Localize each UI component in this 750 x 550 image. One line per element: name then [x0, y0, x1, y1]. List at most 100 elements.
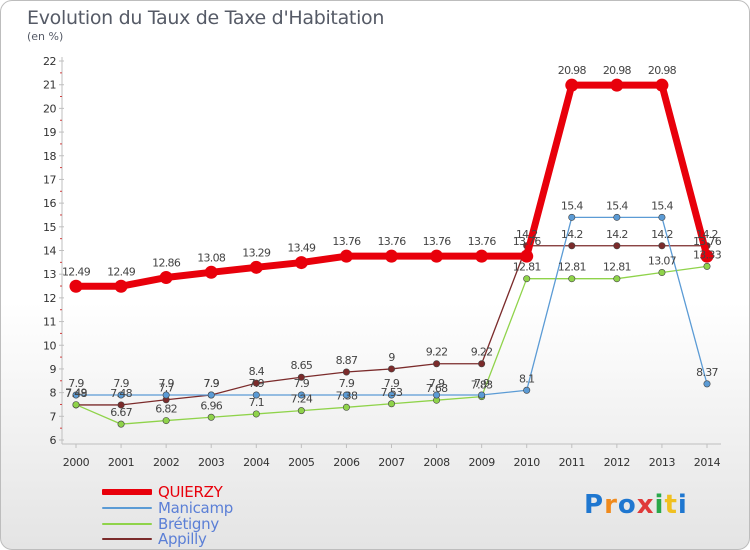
data-label: 6.96: [200, 399, 222, 412]
logo-letter: P: [584, 490, 605, 520]
data-label: 12.81: [603, 261, 631, 274]
data-point: [342, 368, 350, 376]
data-point: [252, 379, 260, 387]
data-label: 7.9: [339, 377, 355, 390]
data-point: [658, 242, 666, 250]
x-tick-label: 2005: [288, 456, 315, 469]
series-lines: [69, 78, 714, 428]
data-point: [478, 391, 486, 399]
data-point: [655, 78, 669, 92]
data-label: 7.68: [426, 382, 448, 395]
data-label: 20.98: [603, 64, 632, 77]
x-tick-label: 2007: [378, 456, 405, 469]
data-label: 13.49: [287, 242, 316, 255]
data-point: [297, 373, 305, 381]
data-point: [613, 275, 621, 283]
data-label: 7.24: [291, 393, 313, 406]
data-label: 7.9: [68, 377, 84, 390]
data-label: 20.98: [648, 64, 677, 77]
data-point: [249, 260, 263, 274]
data-label: 12.86: [152, 257, 181, 270]
data-label: 12.81: [513, 261, 541, 274]
data-point: [475, 249, 489, 263]
data-point: [658, 269, 666, 277]
data-label: 14.2: [561, 228, 583, 241]
data-point: [72, 391, 80, 399]
data-label: 7.1: [249, 396, 264, 409]
x-tick-label: 2012: [604, 456, 630, 469]
data-point: [339, 249, 353, 263]
y-tick-label: 10: [43, 339, 56, 352]
data-label: 8.37: [696, 366, 718, 379]
data-label: 13.76: [378, 235, 407, 248]
x-tick-label: 2010: [514, 456, 541, 469]
data-point: [294, 256, 308, 270]
data-label: 7.49: [65, 387, 87, 400]
data-label: 7.9: [429, 377, 445, 390]
data-point: [610, 78, 624, 92]
data-point: [117, 401, 125, 409]
data-label: 13.07: [648, 255, 677, 268]
data-point: [387, 365, 395, 373]
legend-swatch: [102, 489, 152, 495]
x-tick-label: 2009: [468, 456, 495, 469]
x-tick-label: 2000: [63, 456, 90, 469]
chart-title: Evolution du Taux de Taxe d'Habitation: [27, 7, 385, 29]
y-tick-label: 12: [43, 292, 56, 305]
data-label: 15.4: [606, 199, 628, 212]
data-label: 8.4: [249, 365, 265, 378]
data-point: [162, 417, 170, 425]
logo-letter: t: [664, 490, 678, 520]
x-tick-label: 2014: [694, 456, 721, 469]
legend-item-quierzy: QUIERZY: [102, 483, 223, 501]
data-point: [162, 391, 170, 399]
data-label: 14.2: [606, 228, 628, 241]
data-point: [658, 213, 666, 221]
legend-swatch: [102, 538, 152, 540]
legend-label: Brétigny: [158, 515, 219, 533]
data-label: 15.4: [561, 199, 583, 212]
x-tick-label: 2002: [153, 456, 179, 469]
data-point: [117, 391, 125, 399]
data-point: [433, 391, 441, 399]
y-tick-label: 7: [50, 410, 57, 423]
data-point: [520, 249, 534, 263]
y-tick-label: 15: [43, 221, 56, 234]
legend-swatch: [102, 507, 152, 509]
data-label: 13.76: [423, 235, 452, 248]
data-point: [568, 213, 576, 221]
data-point: [69, 279, 83, 293]
data-label: 7.9: [384, 377, 400, 390]
data-label: 12.49: [62, 265, 91, 278]
data-label: 14.2: [696, 228, 718, 241]
data-point: [703, 262, 711, 270]
data-label: 13.76: [513, 235, 542, 248]
data-point: [297, 391, 305, 399]
y-tick-label: 14: [43, 245, 56, 258]
x-tick-label: 2013: [649, 456, 676, 469]
data-point: [613, 213, 621, 221]
data-label: 7.9: [204, 377, 220, 390]
data-label: 9.22: [426, 346, 448, 359]
y-tick-label: 11: [43, 316, 56, 329]
data-label: 8.87: [336, 354, 358, 367]
data-label: 9.22: [471, 346, 493, 359]
y-tick-label: 9: [50, 363, 57, 376]
data-point: [114, 279, 128, 293]
data-point: [568, 242, 576, 250]
logo-letter: o: [617, 490, 637, 520]
data-label: 15.4: [651, 199, 673, 212]
data-point: [430, 249, 444, 263]
data-point: [387, 400, 395, 408]
data-label: 13.29: [242, 246, 271, 259]
data-point: [565, 78, 579, 92]
y-tick-label: 6: [50, 434, 57, 447]
data-point: [342, 391, 350, 399]
y-tick-label: 21: [43, 79, 56, 92]
data-label: 7.83: [471, 379, 493, 392]
legend-item-manicamp: Manicamp: [102, 499, 233, 517]
axes: 6 7 8 9 10 11 12 13 14 15 16 17 18 19 20 21 22 2000 2001 20…: [43, 55, 721, 469]
legend-swatch: [102, 523, 152, 525]
data-label: 14.2: [651, 228, 673, 241]
